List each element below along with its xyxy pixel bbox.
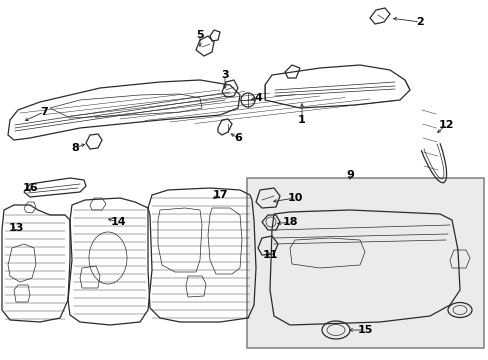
Text: 18: 18	[282, 217, 297, 227]
Text: 2: 2	[415, 17, 423, 27]
Text: 6: 6	[234, 133, 242, 143]
Text: 9: 9	[346, 170, 353, 180]
Text: 3: 3	[221, 70, 228, 80]
Text: 10: 10	[287, 193, 302, 203]
Text: 4: 4	[254, 93, 262, 103]
Text: 8: 8	[71, 143, 79, 153]
Text: 14: 14	[110, 217, 125, 227]
Text: 7: 7	[40, 107, 48, 117]
Text: 15: 15	[357, 325, 372, 335]
Text: 16: 16	[22, 183, 38, 193]
Text: 17: 17	[212, 190, 227, 200]
Text: 11: 11	[262, 250, 277, 260]
Text: 5: 5	[196, 30, 203, 40]
Text: 13: 13	[8, 223, 23, 233]
Text: 12: 12	[437, 120, 453, 130]
Text: 1: 1	[298, 115, 305, 125]
Bar	[246, 178, 483, 348]
